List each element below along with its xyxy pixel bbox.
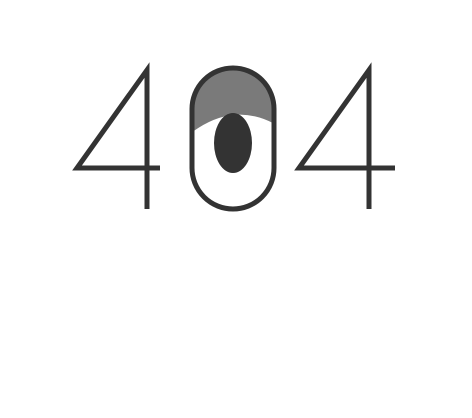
- digit-four-left: [72, 62, 160, 209]
- zero-outline: [189, 65, 277, 212]
- eye-icon: [189, 65, 277, 212]
- pupil-shape: [214, 113, 252, 173]
- digit-four-right: [294, 62, 395, 209]
- eyelid-shape: [192, 68, 274, 137]
